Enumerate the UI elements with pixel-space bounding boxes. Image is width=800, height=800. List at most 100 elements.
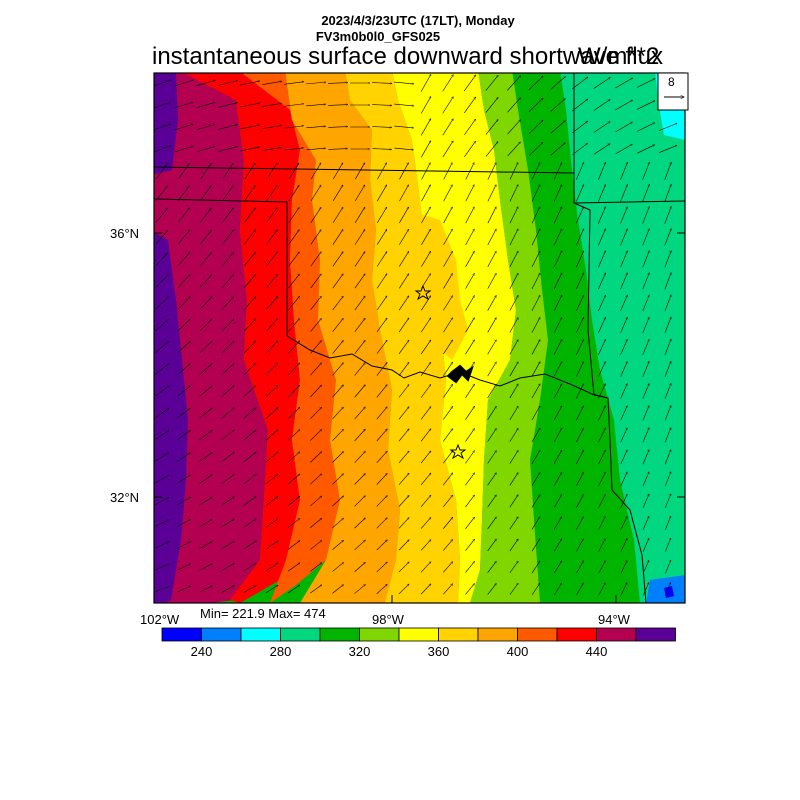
wind-arrow: [177, 564, 190, 571]
wind-arrow: [354, 229, 365, 245]
wind-arrow: [531, 561, 540, 574]
lon-label-102w: 102°W: [140, 612, 180, 627]
wind-arrow: [420, 96, 431, 114]
wind-arrow: [598, 428, 606, 443]
wind-arrow: [576, 339, 583, 355]
wind-arrow: [354, 318, 365, 333]
wind-arrow: [642, 583, 649, 596]
wind-arrow: [174, 146, 193, 153]
wind-arrow: [155, 230, 168, 245]
wind-arrow: [487, 539, 497, 552]
wind-arrow: [398, 385, 409, 398]
wind-arrow: [465, 406, 474, 420]
wind-arrow: [243, 585, 256, 593]
wind-arrow: [376, 340, 387, 354]
wind-arrow: [398, 296, 409, 311]
wind-arrow: [620, 317, 628, 333]
wind-arrow: [571, 77, 588, 90]
wind-arrow: [642, 406, 649, 421]
wind-arrow: [487, 384, 497, 399]
wind-arrow: [553, 362, 563, 377]
wind-arrow: [664, 229, 671, 246]
wind-arrow: [443, 384, 452, 398]
wind-arrow: [598, 538, 606, 552]
reference-vector-label: 8: [668, 75, 675, 89]
wind-arrow: [199, 252, 212, 266]
wind-arrow: [664, 383, 671, 399]
wind-arrow: [664, 494, 671, 509]
wind-arrow: [553, 428, 562, 443]
wind-arrow: [265, 519, 278, 528]
wind-arrow: [598, 162, 605, 180]
wind-arrow: [487, 162, 496, 180]
wind-arrow: [310, 563, 321, 572]
wind-arrow: [553, 472, 562, 486]
wind-arrow: [310, 207, 321, 223]
wind-arrow: [262, 147, 282, 151]
band-380: [345, 73, 460, 603]
wind-arrow: [177, 386, 191, 397]
lat-label-36n: 36°N: [110, 226, 140, 241]
wind-arrow: [221, 519, 235, 528]
wind-arrow: [196, 146, 215, 152]
wind-arrow: [420, 473, 431, 486]
wind-arrow: [442, 75, 454, 92]
wind-arrow: [287, 541, 300, 550]
wind-arrow: [376, 451, 387, 464]
wind-arrow: [372, 83, 392, 84]
wind-arrow: [221, 430, 234, 441]
wind-arrow: [443, 273, 452, 289]
wind-arrow: [465, 451, 474, 464]
wind-arrow: [287, 518, 300, 528]
wind-arrow: [310, 274, 322, 289]
wind-arrow: [465, 384, 474, 399]
band-440: [183, 73, 300, 603]
wind-arrow: [243, 563, 256, 572]
wind-arrow: [332, 274, 343, 289]
wind-arrow: [287, 585, 300, 594]
wind-arrow: [244, 208, 256, 223]
wind-arrow: [593, 100, 610, 111]
wind-arrow: [354, 451, 366, 463]
wind-arrow: [443, 229, 453, 246]
wind-arrow: [620, 472, 627, 487]
wind-arrow: [487, 495, 497, 508]
wind-arrow: [487, 251, 496, 268]
wind-arrow: [199, 430, 213, 441]
wind-arrow: [665, 582, 670, 596]
wind-arrow: [332, 540, 343, 550]
wind-arrow: [637, 101, 655, 110]
wind-arrow: [658, 123, 677, 131]
wind-arrow: [372, 127, 391, 128]
wind-arrow: [443, 539, 452, 551]
wind-arrow: [199, 274, 212, 288]
wind-arrow: [576, 273, 583, 290]
wind-arrow: [576, 561, 583, 574]
wind-arrow: [377, 163, 386, 180]
wind-arrow: [531, 362, 540, 377]
wind-arrow: [487, 229, 497, 246]
wind-arrow: [177, 586, 191, 593]
axis-ticks: [153, 232, 685, 603]
wind-arrow: [598, 472, 606, 487]
wind-arrow: [642, 361, 649, 377]
wind-arrow: [620, 295, 628, 312]
wind-arrow: [177, 252, 190, 266]
wind-arrow: [507, 142, 521, 157]
wind-arrow: [487, 406, 497, 420]
wind-arrow: [310, 318, 322, 332]
wind-arrow: [443, 207, 453, 224]
wind-arrow: [376, 429, 387, 442]
wind-arrow: [576, 494, 583, 508]
wind-arrow: [284, 126, 303, 129]
wind-arrow: [266, 230, 278, 245]
wind-arrow: [265, 430, 278, 441]
wind-arrow: [155, 431, 168, 440]
wind-arrow: [398, 584, 409, 595]
wind-arrow: [593, 77, 611, 89]
wind-arrow: [420, 540, 431, 551]
wind-arrow: [174, 80, 194, 87]
wind-arrow: [199, 475, 213, 484]
wind-arrow: [199, 519, 213, 528]
wind-arrow: [310, 385, 321, 398]
